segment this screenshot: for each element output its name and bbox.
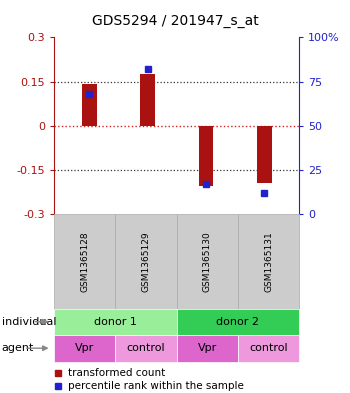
Text: control: control bbox=[127, 343, 166, 353]
Bar bbox=[82, 84, 97, 126]
Bar bbox=[177, 335, 238, 362]
Bar bbox=[54, 309, 177, 335]
Bar bbox=[238, 335, 299, 362]
Bar bbox=[116, 335, 177, 362]
Text: GSM1365128: GSM1365128 bbox=[80, 231, 89, 292]
Bar bbox=[116, 214, 177, 309]
Bar bbox=[140, 74, 155, 126]
Text: GDS5294 / 201947_s_at: GDS5294 / 201947_s_at bbox=[92, 14, 258, 28]
Text: donor 1: donor 1 bbox=[94, 317, 137, 327]
Bar bbox=[177, 214, 238, 309]
Text: GSM1365130: GSM1365130 bbox=[203, 231, 212, 292]
Text: donor 2: donor 2 bbox=[217, 317, 259, 327]
Text: individual: individual bbox=[2, 317, 56, 327]
Text: agent: agent bbox=[2, 343, 34, 353]
Text: control: control bbox=[249, 343, 288, 353]
Text: GSM1365131: GSM1365131 bbox=[264, 231, 273, 292]
Bar bbox=[54, 335, 116, 362]
Bar bbox=[257, 126, 272, 183]
Text: Vpr: Vpr bbox=[198, 343, 217, 353]
Bar bbox=[238, 214, 299, 309]
Text: GSM1365129: GSM1365129 bbox=[142, 231, 150, 292]
Bar bbox=[54, 214, 116, 309]
Bar bbox=[199, 126, 213, 186]
Text: percentile rank within the sample: percentile rank within the sample bbox=[68, 381, 244, 391]
Bar bbox=[177, 309, 299, 335]
Text: Vpr: Vpr bbox=[75, 343, 94, 353]
Text: transformed count: transformed count bbox=[68, 367, 166, 378]
